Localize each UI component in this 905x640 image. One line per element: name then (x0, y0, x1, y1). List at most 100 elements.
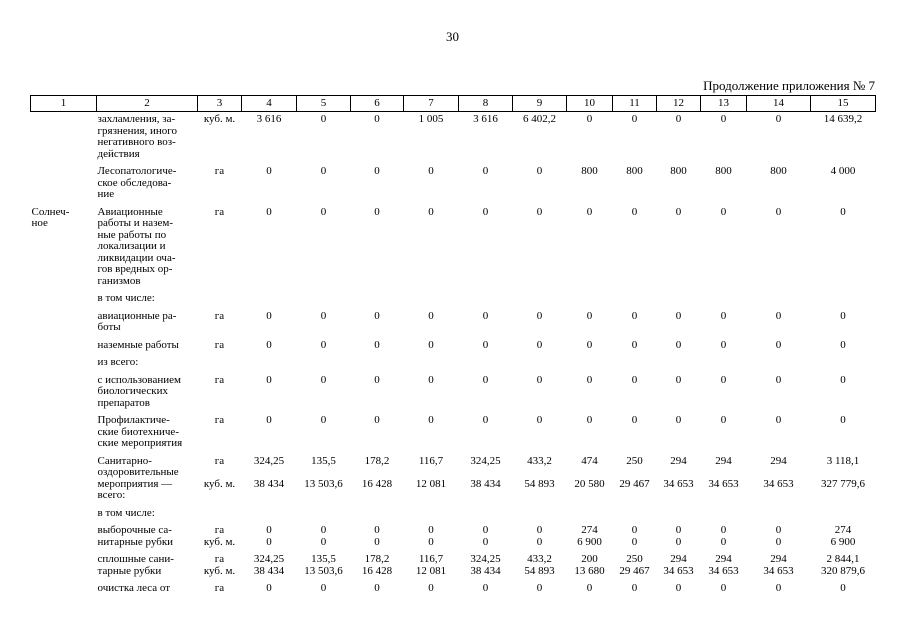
column-number-cell: 14 (746, 95, 811, 112)
table-row: Лесопатологиче- ское обследова- ние га 0 0 0… (31, 164, 876, 205)
value-cell: 294 34 653 (763, 454, 794, 490)
area-cell (31, 291, 97, 309)
value-cell: 0 0 (631, 524, 638, 548)
value-cell: 0 (428, 582, 434, 594)
value-cell (513, 291, 567, 309)
value-cell: 0 (482, 373, 489, 386)
column-number-cell: 1 (30, 95, 97, 112)
value-cell: 0 (720, 309, 727, 322)
value-cell: 0 (374, 165, 380, 177)
value-cell (747, 291, 811, 309)
value-cell: 0 (840, 338, 846, 351)
value-cell (811, 506, 876, 524)
activity-label-cell: наземные работы (97, 338, 179, 351)
value-cell: 0 (374, 205, 380, 218)
value-cell: 0 (675, 582, 682, 594)
value-cell: 0 (428, 309, 434, 322)
value-cell (567, 355, 613, 373)
value-cell: 250 29 467 (619, 454, 650, 490)
table-row: в том числе: (31, 291, 876, 309)
unit-cell: га куб. м. (203, 524, 236, 548)
value-cell: 0 (631, 582, 638, 594)
value-cell: 0 (536, 309, 543, 322)
value-cell: 0 (775, 582, 782, 594)
column-number-cell: 5 (296, 95, 351, 112)
value-cell: 0 (266, 309, 272, 322)
value-cell: 0 (482, 309, 489, 322)
value-cell: 0 (374, 373, 380, 386)
value-cell: 0 (320, 338, 327, 351)
column-number-cell: 6 (350, 95, 404, 112)
value-cell (513, 506, 567, 524)
value-cell (459, 355, 513, 373)
value-cell (747, 506, 811, 524)
value-cell: 0 (266, 205, 272, 218)
activity-label-cell: авиационные ра- боты (97, 309, 177, 333)
value-cell (613, 355, 657, 373)
area-cell (31, 309, 97, 338)
value-cell: 0 0 (775, 524, 782, 548)
value-cell: 0 0 (428, 524, 434, 548)
value-cell: 0 (482, 165, 489, 177)
value-cell: 0 (720, 205, 727, 218)
value-cell: 3 118,1 327 779,6 (821, 454, 865, 490)
value-cell: 0 (675, 205, 682, 218)
activity-label-cell: выборочные са- нитарные рубки (97, 524, 174, 548)
unit-cell: га (214, 582, 225, 594)
value-cell: 0 (428, 373, 434, 386)
column-number-cell: 9 (512, 95, 567, 112)
value-cell: 800 (715, 165, 732, 177)
column-number-cell: 2 (96, 95, 198, 112)
value-cell: 274 6 900 (830, 524, 856, 548)
value-cell: 0 (482, 414, 489, 426)
activity-label-cell: в том числе: (97, 506, 155, 519)
value-cell (404, 355, 459, 373)
value-cell: 0 (374, 113, 380, 125)
unit-cell: га (214, 373, 225, 386)
page-number: 30 (446, 29, 459, 44)
table-row: с использованием биологических препарато… (31, 373, 876, 414)
value-cell: 800 (670, 165, 687, 177)
value-cell (404, 506, 459, 524)
value-cell: 800 (581, 165, 598, 177)
value-cell (657, 291, 701, 309)
value-cell: 294 34 653 (708, 454, 739, 490)
value-cell: 0 (320, 165, 327, 177)
value-cell: 0 (775, 373, 782, 386)
value-cell: 0 (720, 414, 727, 426)
value-cell: 0 (720, 582, 727, 594)
value-cell: 0 (374, 338, 380, 351)
value-cell (459, 291, 513, 309)
value-cell: 0 (320, 414, 327, 426)
value-cell: 433,2 54 893 (524, 553, 555, 577)
area-cell (31, 454, 97, 506)
column-number-cell: 15 (810, 95, 876, 112)
value-cell (242, 355, 297, 373)
value-cell: 0 (266, 414, 272, 426)
value-cell: 294 34 653 (663, 454, 694, 490)
value-cell: 0 (631, 414, 638, 426)
value-cell: 0 (720, 113, 727, 125)
value-cell: 324,25 38 434 (253, 454, 285, 490)
value-cell (351, 506, 404, 524)
value-cell (747, 355, 811, 373)
value-cell (613, 506, 657, 524)
area-cell (31, 338, 97, 356)
value-cell: 178,2 16 428 (361, 454, 393, 490)
unit-cell: га (214, 309, 225, 322)
value-cell: 0 (536, 205, 543, 218)
value-cell: 0 (840, 309, 846, 322)
value-cell: 800 (770, 165, 787, 177)
value-cell: 433,2 54 893 (524, 454, 555, 490)
value-cell (811, 355, 876, 373)
value-cell: 0 (675, 338, 682, 351)
unit-cell (198, 506, 242, 524)
value-cell: 0 (266, 373, 272, 386)
value-cell: 0 0 (675, 524, 682, 548)
table-row: авиационные ра- боты га 0 0 0 0 0 0 0 0 0 0 0 0 (31, 309, 876, 338)
value-cell: 116,7 12 081 (415, 454, 447, 490)
value-cell: 0 (320, 373, 327, 386)
value-cell: 0 (631, 205, 638, 218)
value-cell: 0 (482, 338, 489, 351)
